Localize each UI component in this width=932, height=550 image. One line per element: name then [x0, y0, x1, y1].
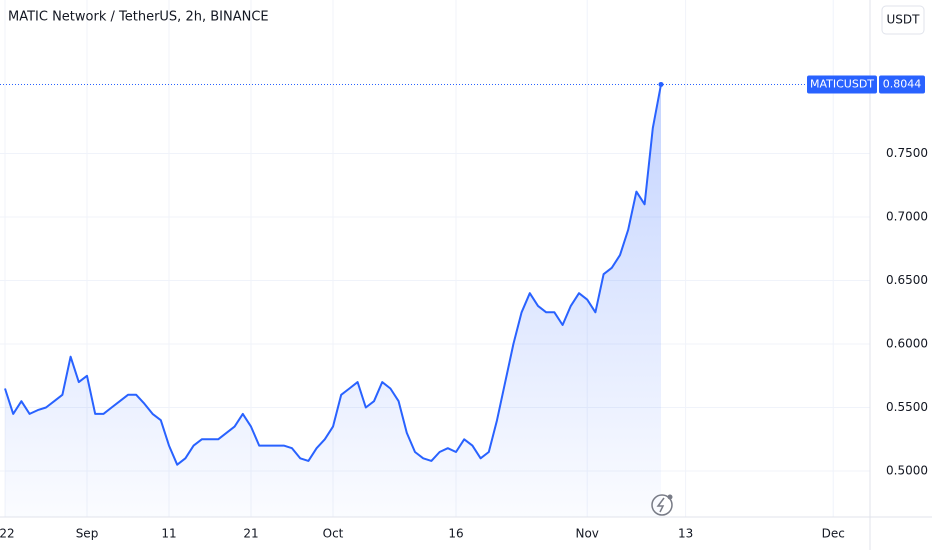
symbol-label-bg [807, 75, 877, 94]
x-tick-label: 21 [243, 527, 258, 541]
last-price-dot [658, 81, 664, 87]
y-tick-label: 0.5500 [886, 400, 928, 414]
area-fill [5, 84, 661, 517]
y-tick-label: 0.7000 [886, 210, 928, 224]
last-price-label-bg [879, 75, 925, 94]
currency-button[interactable] [881, 5, 925, 35]
chart-title: MATIC Network / TetherUS, 2h, BINANCE [8, 10, 269, 25]
y-tick-label: 0.6500 [886, 273, 928, 287]
x-tick-label: 16 [448, 527, 463, 541]
x-tick-label: Dec [822, 527, 845, 541]
replay-icon[interactable] [651, 494, 673, 516]
price-line [4, 84, 662, 466]
currency-button-label[interactable]: USDT [887, 13, 921, 27]
x-tick-label: Nov [575, 527, 598, 541]
x-tick-label: 11 [161, 527, 176, 541]
x-tick-label: 22 [0, 527, 15, 541]
symbol-label: MATICUSDT [810, 77, 874, 90]
y-tick-label: 0.6000 [886, 337, 928, 351]
x-tick-label: Oct [323, 527, 344, 541]
x-tick-label: Sep [76, 527, 99, 541]
overlay: MATICUSDT 0.8044 [0, 75, 925, 94]
y-tick-label: 0.5000 [886, 464, 928, 478]
y-tick-label: 0.7500 [886, 146, 928, 160]
last-price-label: 0.8044 [883, 77, 922, 90]
plot [4, 84, 662, 517]
x-tick-label: 13 [678, 527, 693, 541]
